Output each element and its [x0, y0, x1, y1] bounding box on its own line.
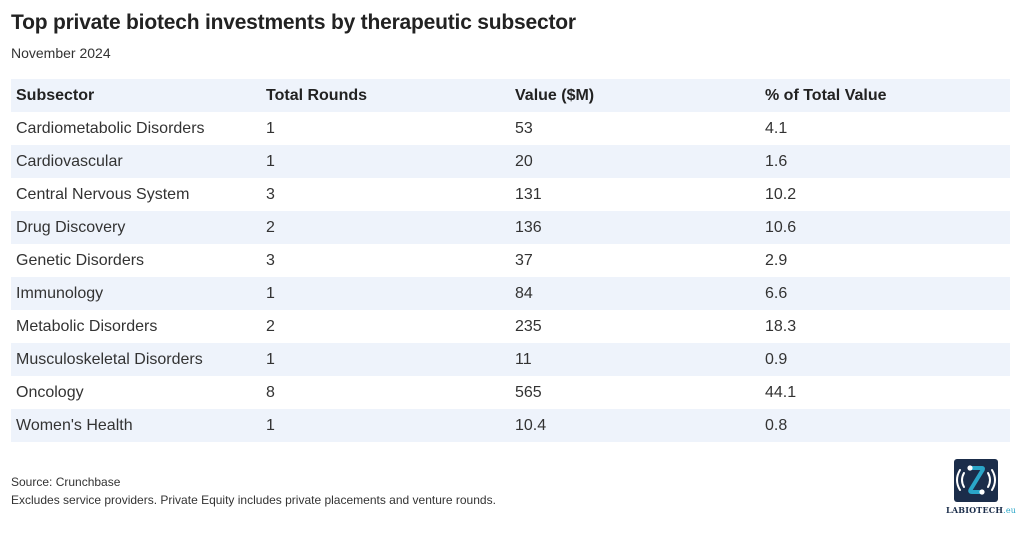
footnote: Excludes service providers. Private Equi… [11, 493, 496, 507]
cell-value: 20 [515, 152, 533, 170]
table-row: Oncology 8 565 44.1 [11, 376, 1010, 409]
table-header-row: Subsector Total Rounds Value ($M) % of T… [11, 79, 1010, 112]
cell-total-rounds: 1 [266, 284, 275, 302]
cell-value: 565 [515, 383, 542, 401]
cell-value: 10.4 [515, 416, 547, 434]
cell-percent: 2.9 [765, 251, 788, 269]
table-row: Central Nervous System 3 131 10.2 [11, 178, 1010, 211]
cell-subsector: Oncology [16, 383, 84, 401]
table-row: Cardiometabolic Disorders 1 53 4.1 [11, 112, 1010, 145]
cell-percent: 1.6 [765, 152, 788, 170]
chart-subtitle: November 2024 [11, 45, 111, 61]
cell-percent: 0.8 [765, 416, 788, 434]
table-row: Drug Discovery 2 136 10.6 [11, 211, 1010, 244]
cell-value: 11 [515, 350, 532, 368]
table-row: Metabolic Disorders 2 235 18.3 [11, 310, 1010, 343]
cell-subsector: Metabolic Disorders [16, 317, 158, 335]
cell-value: 235 [515, 317, 542, 335]
cell-value: 136 [515, 218, 542, 236]
cell-subsector: Genetic Disorders [16, 251, 145, 269]
cell-subsector: Musculoskeletal Disorders [16, 350, 203, 368]
table-row: Cardiovascular 1 20 1.6 [11, 145, 1010, 178]
cell-subsector: Drug Discovery [16, 218, 126, 236]
cell-percent: 44.1 [765, 383, 797, 401]
cell-total-rounds: 2 [266, 218, 275, 236]
cell-subsector: Women's Health [16, 416, 133, 434]
cell-percent: 18.3 [765, 317, 797, 335]
cell-total-rounds: 3 [266, 251, 275, 269]
cell-value: 37 [515, 251, 533, 269]
cell-total-rounds: 3 [266, 185, 275, 203]
cell-total-rounds: 8 [266, 383, 275, 401]
table-row: Genetic Disorders 3 37 2.9 [11, 244, 1010, 277]
table-row: Immunology 1 84 6.6 [11, 277, 1010, 310]
logo-suffix: .eu [1003, 506, 1017, 515]
cell-subsector: Central Nervous System [16, 185, 190, 203]
footer: Source: Crunchbase Excludes service prov… [11, 473, 496, 509]
cell-total-rounds: 2 [266, 317, 275, 335]
cell-value: 131 [515, 185, 542, 203]
column-header-value: Value ($M) [515, 86, 595, 104]
labiotech-logo: LABIOTECH.eu [946, 459, 1016, 517]
labiotech-logo-icon [954, 459, 998, 502]
cell-percent: 4.1 [765, 119, 788, 137]
table-body: Cardiometabolic Disorders 1 53 4.1 Cardiovas… [11, 112, 1010, 442]
column-header-subsector: Subsector [16, 86, 95, 104]
logo-name: LABIOTECH [946, 505, 1004, 515]
cell-subsector: Immunology [16, 284, 104, 302]
cell-percent: 10.6 [765, 218, 797, 236]
data-table: Subsector Total Rounds Value ($M) % of T… [11, 79, 1010, 442]
table-row: Women's Health 1 10.4 0.8 [11, 409, 1010, 442]
cell-total-rounds: 1 [266, 416, 275, 434]
column-header-total-rounds: Total Rounds [266, 86, 368, 104]
chart-title: Top private biotech investments by thera… [11, 11, 576, 34]
cell-total-rounds: 1 [266, 152, 275, 170]
source-note: Source: Crunchbase [11, 475, 121, 489]
cell-total-rounds: 1 [266, 119, 275, 137]
column-header-percent: % of Total Value [765, 86, 887, 104]
cell-value: 53 [515, 119, 533, 137]
logo-wordmark: LABIOTECH.eu [946, 505, 1016, 515]
cell-percent: 6.6 [765, 284, 788, 302]
cell-subsector: Cardiovascular [16, 152, 123, 170]
cell-percent: 10.2 [765, 185, 797, 203]
cell-value: 84 [515, 284, 533, 302]
cell-percent: 0.9 [765, 350, 788, 368]
table-row: Musculoskeletal Disorders 1 11 0.9 [11, 343, 1010, 376]
cell-subsector: Cardiometabolic Disorders [16, 119, 205, 137]
cell-total-rounds: 1 [266, 350, 275, 368]
